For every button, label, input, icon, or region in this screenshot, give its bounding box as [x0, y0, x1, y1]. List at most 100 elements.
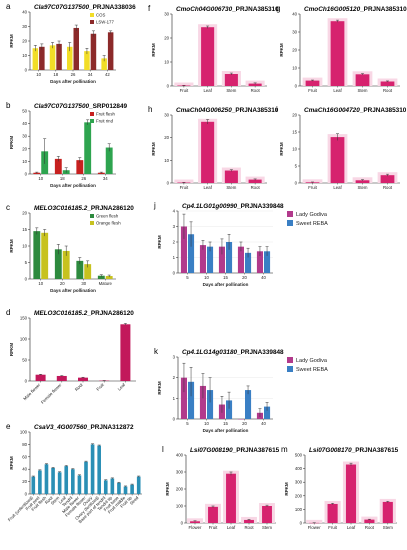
bar	[364, 519, 375, 523]
y-tick-label: 3	[173, 355, 176, 360]
chart-panel-i: i CmaCh16G004720_PRJNA385310 0 5 10 15 20 RPKM F…	[276, 105, 407, 190]
legend-label: Sweet REBA	[296, 367, 328, 373]
y-tick-label: 10	[22, 159, 27, 164]
panel-letter: k	[154, 347, 159, 356]
x-tick-label: Fruit	[95, 382, 105, 392]
y-axis-label: RPKM	[9, 136, 14, 150]
y-axis-label: RPKM	[151, 142, 156, 156]
y-tick-label: 0	[295, 181, 298, 186]
y-tick-label: 1	[173, 396, 176, 401]
x-axis-label: Days after pollination	[203, 282, 249, 287]
bar	[120, 324, 131, 381]
legend-label: Green flesh	[96, 214, 119, 219]
legend-label: LSW-177	[96, 20, 114, 25]
panel-title: MELO3C016185.2_PRJNA286120	[34, 205, 134, 212]
x-tick-label: 10	[36, 72, 41, 77]
bar-halo	[174, 82, 194, 86]
bar	[355, 74, 370, 86]
title-project: _PRJNA338036	[88, 4, 136, 11]
y-tick-label: 15	[292, 130, 297, 135]
bar	[101, 58, 107, 70]
bar	[136, 476, 141, 494]
panel-letter: i	[276, 105, 278, 114]
y-tick-label: 0	[173, 271, 176, 276]
title-project: _SRP012849	[88, 103, 127, 110]
y-tick-label: 20	[22, 39, 27, 44]
bar	[264, 251, 271, 273]
x-tick-label: Root	[383, 185, 393, 190]
bar	[224, 170, 238, 183]
bar	[107, 32, 114, 70]
x-tick-label: 10	[204, 275, 209, 280]
bar	[56, 375, 67, 381]
bar	[57, 472, 62, 494]
x-tick-label: 10	[204, 421, 209, 426]
bar	[248, 83, 262, 86]
title-project: _PRJNA339848	[236, 349, 284, 356]
bar	[76, 160, 84, 174]
title-gene: CmoCh16G005120	[304, 6, 361, 13]
y-tick-label: 20	[22, 146, 27, 151]
y-tick-label: 30	[22, 24, 27, 29]
y-tick-label: 150	[20, 316, 28, 321]
y-tick-label: 100	[20, 337, 28, 342]
bar	[54, 249, 62, 279]
x-tick-label: 18	[53, 72, 58, 77]
y-tick-label: 400	[176, 453, 184, 458]
title-project: _PRJNA339848	[236, 203, 284, 210]
title-gene: Cla97C07G137500	[34, 4, 90, 11]
panel-title: CmaCh04G006250_PRJNA385310	[176, 107, 279, 114]
chart-panel-c: c MELO3C016185.2_PRJNA286120 0 5 10 15 20 RPKM 1…	[6, 203, 134, 293]
bar	[97, 445, 101, 494]
y-axis-label: RPKM	[9, 34, 14, 48]
x-tick-label: Leaf	[347, 525, 356, 530]
bar	[207, 246, 214, 273]
bar	[355, 180, 370, 183]
y-tick-label: 20	[164, 135, 169, 140]
x-tick-label: Male flower	[22, 382, 41, 401]
y-tick-label: 30	[292, 30, 297, 35]
y-axis-label: RPKM	[9, 456, 14, 470]
y-tick-label: 0	[167, 181, 170, 186]
y-tick-label: 0	[25, 492, 28, 497]
bar	[38, 470, 42, 494]
y-axis-label: RPKM	[157, 235, 162, 249]
y-tick-label: 1	[173, 255, 176, 260]
x-tick-label: Root	[244, 525, 254, 530]
title-project: _PRJNA387615	[351, 447, 399, 454]
bar-halo	[302, 179, 323, 183]
bar	[226, 473, 236, 523]
chart-panel-a: a Cla97C07G137500_PRJNA338036 0 10 20 30 40 RPK…	[6, 2, 136, 84]
y-axis-label: RPKM	[151, 43, 156, 57]
panel-letter: b	[6, 101, 11, 110]
panel-letter: h	[148, 105, 152, 114]
chart-panel-l: l Lsi07G008190_PRJNA387615 0 100 200 300 400 RP…	[162, 445, 280, 530]
bar	[105, 276, 113, 279]
legend-swatch	[287, 220, 293, 226]
legend-label: COS	[96, 13, 105, 18]
bar	[199, 385, 206, 419]
legend-label: Sweet REBA	[296, 221, 328, 227]
bar	[71, 469, 75, 494]
y-tick-label: 20	[164, 36, 169, 41]
legend-label: Fruit flesh	[96, 112, 115, 117]
y-tick-label: 200	[295, 493, 303, 498]
panel-letter: m	[281, 445, 288, 454]
x-axis-label: Days after pollination	[50, 288, 96, 293]
y-tick-label: 60	[22, 454, 27, 459]
bar	[190, 521, 200, 523]
y-tick-label: 0	[25, 379, 28, 384]
chart-panel-m: m Lsi07G008170_PRJNA387615 0 100 200 300 400 50…	[281, 445, 399, 530]
bar	[207, 390, 214, 419]
bar	[76, 260, 84, 279]
y-axis-label: RPKM	[279, 43, 284, 57]
y-tick-label: 400	[295, 466, 303, 471]
title-project: _PRJNA385310	[359, 6, 407, 13]
title-gene: Cp4.1LG01g00990	[182, 203, 238, 210]
bar	[66, 46, 73, 70]
panel-letter: c	[6, 203, 10, 212]
y-tick-label: 15	[22, 227, 27, 232]
title-gene: Cla97C07G137500	[34, 103, 90, 110]
bar	[380, 175, 395, 183]
bar	[77, 475, 82, 494]
